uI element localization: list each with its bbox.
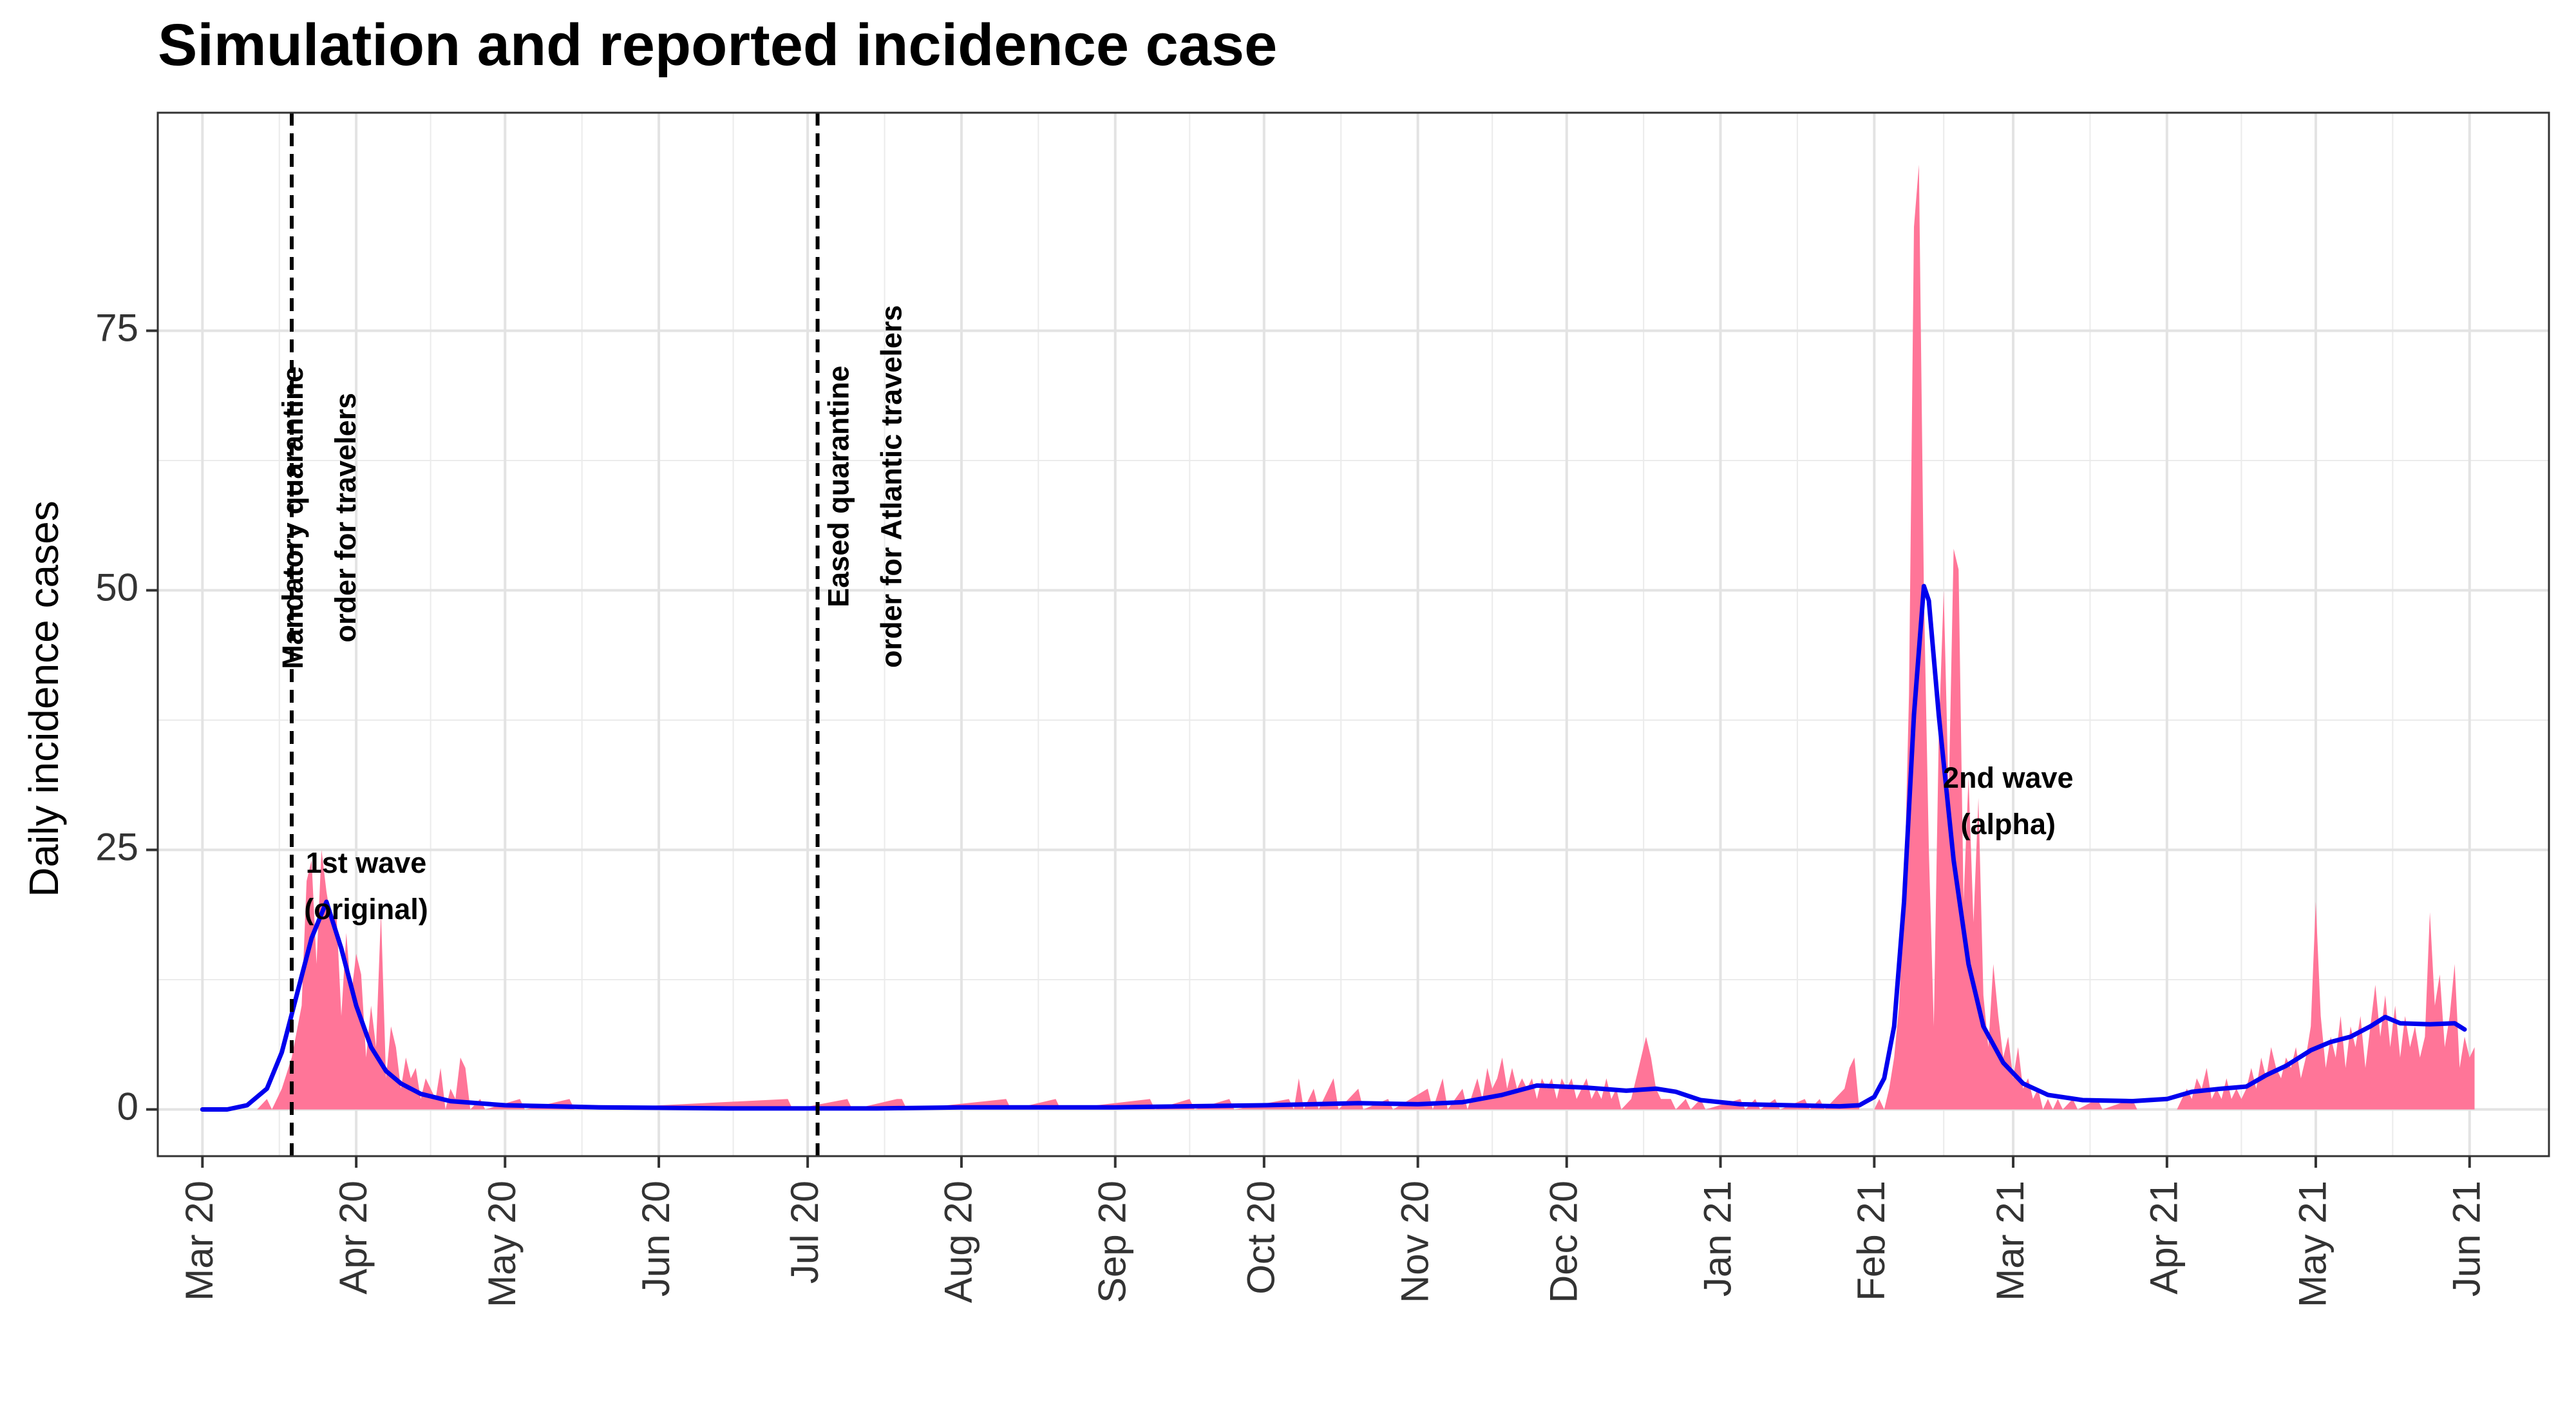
annotation-line: (alpha) (1961, 808, 2056, 841)
y-tick-label: 0 (117, 1085, 138, 1128)
annotation-3: 1st wave (original) (304, 846, 428, 926)
grid-minor-y (158, 460, 2549, 980)
x-tick-label: Aug 20 (937, 1181, 980, 1303)
grid-minor-x (278, 113, 2394, 1156)
annotations: Mandatory quarantine order for travelers E… (276, 305, 2074, 926)
x-tick-label: Mar 20 (178, 1181, 221, 1301)
annotation-1: Mandatory quarantine order for travelers (276, 366, 362, 669)
x-tick-label: Nov 20 (1393, 1181, 1436, 1303)
x-tick-label: Jul 20 (783, 1181, 826, 1284)
series-layer (200, 164, 2475, 1112)
x-tick-label: Jun 20 (634, 1181, 677, 1297)
y-axis: 0 25 50 75 (95, 306, 158, 1128)
annotation-line: (original) (304, 893, 428, 926)
y-tick-label: 50 (95, 566, 138, 609)
annotation-4: 2nd wave (alpha) (1943, 761, 2074, 841)
x-tick-label: Apr 21 (2143, 1181, 2186, 1295)
x-tick-label: Mar 21 (1989, 1181, 2032, 1301)
x-tick-label: Apr 20 (332, 1181, 375, 1295)
annotation-2: Eased quarantine order for Atlantic trave… (822, 305, 907, 669)
annotation-line: order for travelers (329, 393, 362, 643)
annotation-line: Mandatory quarantine (276, 366, 309, 669)
simulation-line (200, 584, 2467, 1112)
x-tick-label: Jan 21 (1696, 1181, 1739, 1297)
chart-title: Simulation and reported incidence case (158, 12, 1278, 78)
annotation-line: 2nd wave (1943, 761, 2074, 794)
x-tick-label: May 20 (480, 1181, 524, 1308)
y-tick-label: 25 (95, 825, 138, 868)
annotation-line: order for Atlantic travelers (875, 305, 907, 669)
x-tick-label: Feb 21 (1850, 1181, 1893, 1301)
plot-border (156, 111, 2550, 1157)
annotation-line: 1st wave (306, 846, 427, 879)
x-tick-label: Sep 20 (1091, 1181, 1134, 1303)
annotation-line: Eased quarantine (822, 366, 855, 607)
y-axis-title: Daily incidence cases (21, 500, 67, 897)
x-tick-label: Jun 21 (2445, 1181, 2488, 1297)
x-axis: Mar 20 Apr 20 May 20 Jun 20 Jul 20 Aug 20 Sep … (178, 1156, 2488, 1308)
event-lines (289, 113, 820, 1156)
plot-background (158, 113, 2549, 1156)
x-tick-label: Oct 20 (1240, 1181, 1283, 1295)
y-tick-label: 75 (95, 306, 138, 349)
x-tick-label: Dec 20 (1542, 1181, 1586, 1303)
x-tick-label: May 21 (2291, 1181, 2334, 1308)
